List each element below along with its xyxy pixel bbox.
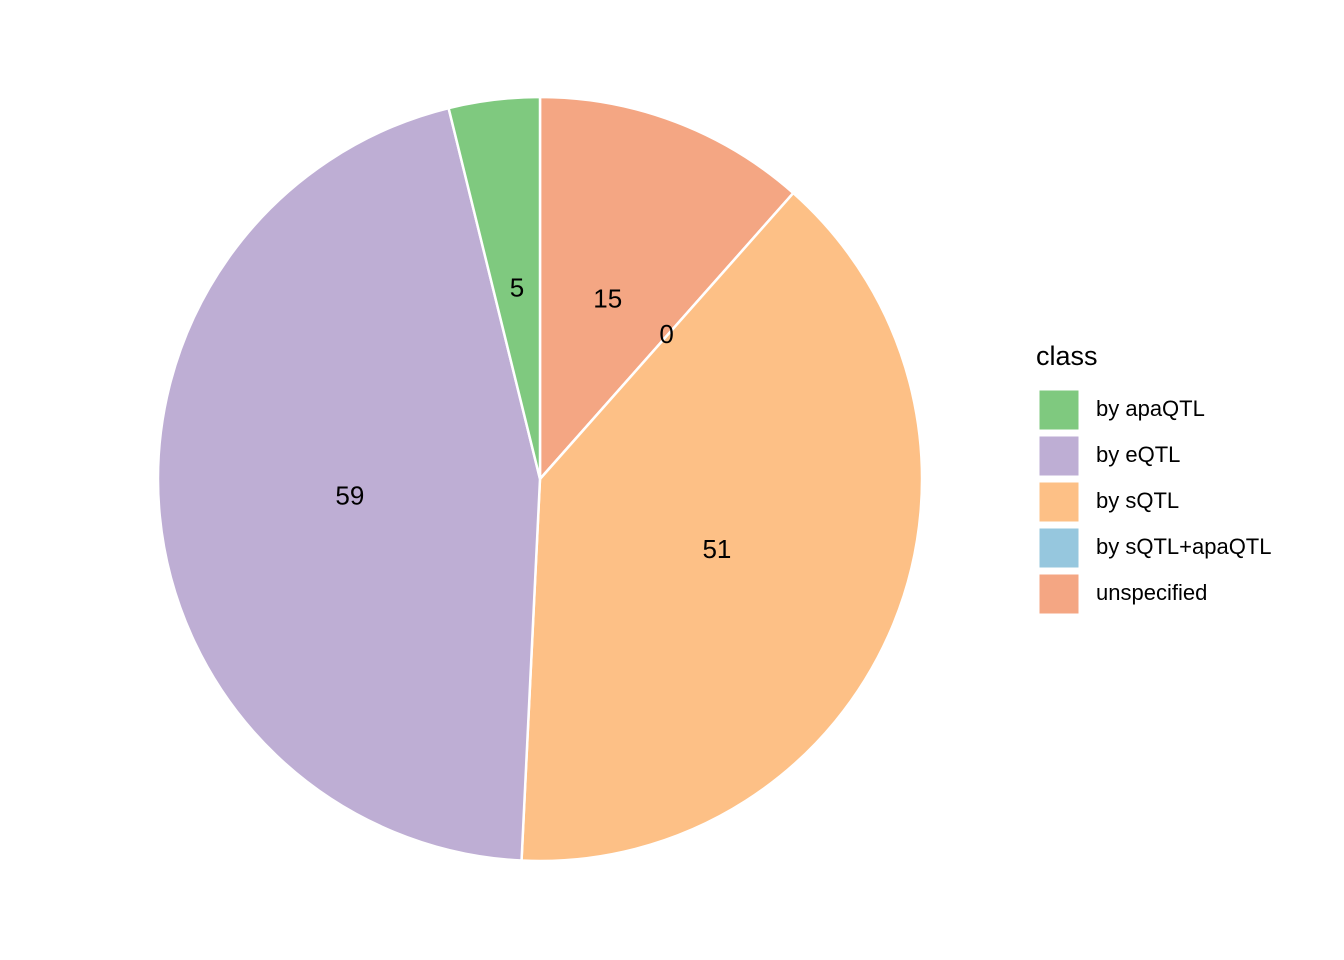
- slice-label: 15: [593, 283, 622, 313]
- legend-label: by apaQTL: [1096, 396, 1205, 421]
- pie-slice: [538, 95, 796, 483]
- slice-label: 5: [510, 272, 524, 302]
- slice-label: 51: [702, 534, 731, 564]
- legend-label: by sQTL+apaQTL: [1096, 534, 1271, 559]
- pie-slice: [156, 106, 542, 862]
- legend-label: by eQTL: [1096, 442, 1180, 467]
- legend-label: by sQTL: [1096, 488, 1179, 513]
- pie-slice: [520, 191, 924, 863]
- legend-key: [1038, 389, 1080, 431]
- pie-slice: [447, 95, 542, 480]
- legend-key: [1038, 527, 1080, 569]
- legend-key: [1038, 573, 1080, 615]
- legend-label: unspecified: [1096, 580, 1207, 605]
- slice-label: 59: [335, 480, 364, 510]
- slice-label: 0: [659, 319, 673, 349]
- legend-key: [1038, 481, 1080, 523]
- legend-title: class: [1036, 341, 1098, 371]
- legend-key: [1038, 435, 1080, 477]
